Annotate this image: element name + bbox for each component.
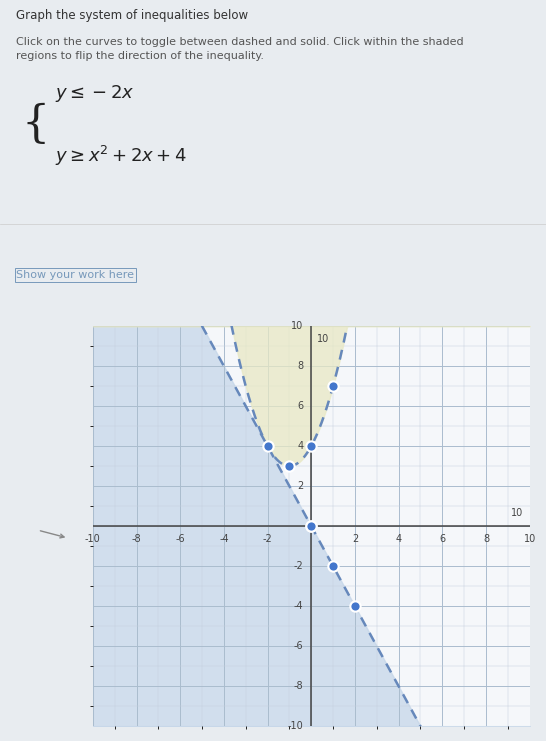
Text: -4: -4 (219, 534, 229, 544)
Text: 6: 6 (298, 401, 304, 411)
Point (329, 560, 337, 572)
Text: -4: -4 (294, 601, 304, 611)
Text: 8: 8 (298, 361, 304, 371)
Text: 2: 2 (298, 481, 304, 491)
Text: 10: 10 (524, 534, 536, 544)
Text: 4: 4 (395, 534, 402, 544)
Text: Click on the curves to toggle between dashed and solid. Click within the shaded
: Click on the curves to toggle between da… (16, 37, 464, 62)
Point (307, 520, 316, 532)
Point (307, 440, 316, 452)
Text: -6: -6 (175, 534, 185, 544)
Text: Graph the system of inequalities below: Graph the system of inequalities below (16, 10, 248, 22)
Text: 10: 10 (292, 321, 304, 331)
Text: $y \geq x^2 + 2x + 4$: $y \geq x^2 + 2x + 4$ (55, 144, 187, 167)
Text: -8: -8 (132, 534, 141, 544)
Point (329, 380, 337, 392)
Text: -2: -2 (263, 534, 272, 544)
Text: 2: 2 (352, 534, 358, 544)
Text: {: { (22, 103, 50, 146)
Point (285, 460, 294, 472)
Text: -2: -2 (294, 561, 304, 571)
Text: 10: 10 (317, 334, 329, 344)
Text: -8: -8 (294, 681, 304, 691)
Text: 10: 10 (511, 508, 523, 518)
Text: 6: 6 (439, 534, 446, 544)
Text: -6: -6 (294, 641, 304, 651)
Text: $y \leq -2x$: $y \leq -2x$ (55, 83, 134, 104)
Text: Show your work here: Show your work here (16, 270, 134, 280)
Point (351, 600, 359, 612)
Text: 4: 4 (298, 441, 304, 451)
Point (307, 520, 316, 532)
Point (263, 440, 272, 452)
Text: 8: 8 (483, 534, 489, 544)
Text: -10: -10 (85, 534, 100, 544)
Text: -10: -10 (288, 721, 304, 731)
